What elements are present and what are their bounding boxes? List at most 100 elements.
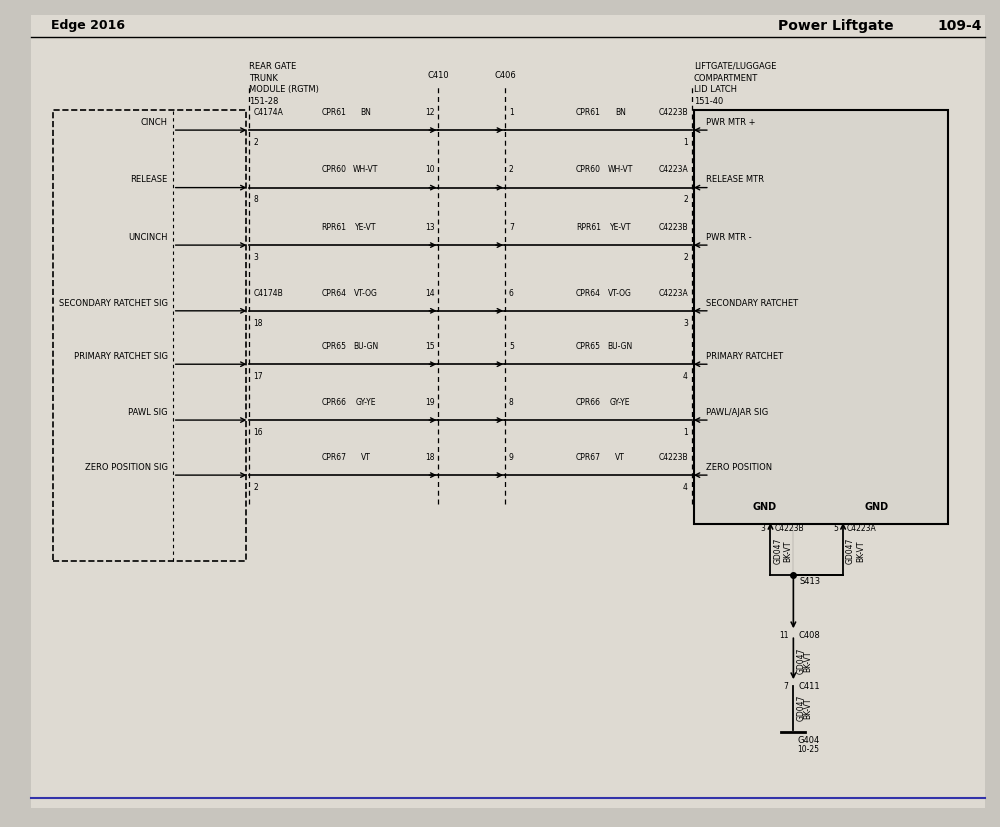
Text: 5: 5 [509,342,514,351]
Text: BK-VT: BK-VT [783,540,792,562]
Text: PWR MTR -: PWR MTR - [706,233,751,241]
Text: CPR60: CPR60 [576,165,601,174]
Text: 18: 18 [425,453,434,462]
Text: GY-YE: GY-YE [356,398,376,407]
Text: CPR65: CPR65 [321,342,346,351]
Text: RPR61: RPR61 [576,223,601,232]
Text: VT: VT [615,453,625,462]
Text: LIFTGATE/LUGGAGE
COMPARTMENT
LID LATCH
151-40: LIFTGATE/LUGGAGE COMPARTMENT LID LATCH 1… [694,62,776,107]
Text: C4223B: C4223B [774,524,804,533]
Text: 14: 14 [425,289,434,298]
Text: ZERO POSITION: ZERO POSITION [706,463,772,472]
Text: 2: 2 [253,483,258,492]
Text: PAWL SIG: PAWL SIG [128,408,168,417]
Text: BN: BN [360,108,371,117]
Text: 3: 3 [683,318,688,327]
Text: 2: 2 [683,253,688,262]
Text: GY-YE: GY-YE [610,398,631,407]
Text: C4174B: C4174B [253,289,283,298]
Text: 3: 3 [761,524,766,533]
Text: Power Liftgate: Power Liftgate [778,19,894,33]
Text: GND: GND [864,502,889,512]
Text: 2: 2 [509,165,514,174]
Text: PWR MTR +: PWR MTR + [706,117,755,127]
Text: C4223A: C4223A [847,524,877,533]
Text: PRIMARY RATCHET: PRIMARY RATCHET [706,352,783,361]
Text: 109-4: 109-4 [938,19,982,33]
Text: C4223B: C4223B [658,223,688,232]
Text: SECONDARY RATCHET: SECONDARY RATCHET [706,299,798,308]
Text: GND: GND [753,502,777,512]
Text: BK-VT: BK-VT [856,540,865,562]
Text: VT-OG: VT-OG [608,289,632,298]
Text: CPR64: CPR64 [321,289,346,298]
Text: Edge 2016: Edge 2016 [51,19,125,32]
Text: 7: 7 [509,223,514,232]
Text: WH-VT: WH-VT [353,165,378,174]
Text: RPR61: RPR61 [321,223,346,232]
Text: C4174A: C4174A [253,108,283,117]
Text: PRIMARY RATCHET SIG: PRIMARY RATCHET SIG [74,352,168,361]
Text: CPR60: CPR60 [321,165,346,174]
Text: GD047: GD047 [773,538,782,564]
Text: 17: 17 [253,372,263,381]
Text: C408: C408 [798,631,820,640]
Text: 9: 9 [509,453,514,462]
Text: BU-GN: BU-GN [353,342,378,351]
Text: RELEASE: RELEASE [131,175,168,184]
Text: PAWL/AJAR SIG: PAWL/AJAR SIG [706,408,768,417]
Text: 2: 2 [253,138,258,147]
Text: 13: 13 [425,223,434,232]
Text: RELEASE MTR: RELEASE MTR [706,175,764,184]
Text: CINCH: CINCH [141,117,168,127]
Text: 4: 4 [683,372,688,381]
Text: VT-OG: VT-OG [354,289,378,298]
Text: ZERO POSITION SIG: ZERO POSITION SIG [85,463,168,472]
Text: VT: VT [361,453,371,462]
Text: YE-VT: YE-VT [610,223,631,232]
Text: 15: 15 [425,342,434,351]
Text: 18: 18 [253,318,263,327]
Text: BK-VT: BK-VT [803,697,812,719]
Text: G404: G404 [797,735,820,744]
Text: CPR65: CPR65 [576,342,601,351]
Text: 7: 7 [784,682,788,691]
Bar [694,109,948,524]
Text: YE-VT: YE-VT [355,223,376,232]
Text: 8: 8 [509,398,514,407]
Text: WH-VT: WH-VT [608,165,633,174]
Text: BN: BN [615,108,626,117]
Bar [53,109,246,562]
Text: C4223B: C4223B [658,453,688,462]
Text: GD047: GD047 [796,695,805,721]
Text: 5: 5 [833,524,838,533]
Text: CPR67: CPR67 [576,453,601,462]
Text: C406: C406 [494,71,516,80]
Text: S413: S413 [799,577,820,586]
Text: 4: 4 [683,483,688,492]
Text: BK-VT: BK-VT [803,650,812,672]
Text: 1: 1 [683,138,688,147]
Text: CPR61: CPR61 [576,108,601,117]
Text: 10: 10 [425,165,434,174]
Text: C4223A: C4223A [658,289,688,298]
Text: 19: 19 [425,398,434,407]
Text: C4223A: C4223A [658,165,688,174]
Text: 10-25: 10-25 [797,745,819,754]
Text: 8: 8 [253,195,258,204]
Text: SECONDARY RATCHET SIG: SECONDARY RATCHET SIG [59,299,168,308]
Text: C4223B: C4223B [658,108,688,117]
Text: CPR66: CPR66 [321,398,346,407]
Text: CPR61: CPR61 [321,108,346,117]
Text: CPR64: CPR64 [576,289,601,298]
Text: REAR GATE
TRUNK
MODULE (RGTM)
151-28: REAR GATE TRUNK MODULE (RGTM) 151-28 [249,62,319,107]
Text: BU-GN: BU-GN [608,342,633,351]
Text: C410: C410 [428,71,449,80]
Text: 16: 16 [253,428,263,437]
Text: 3: 3 [253,253,258,262]
Text: 2: 2 [683,195,688,204]
Text: 1: 1 [683,428,688,437]
Text: 11: 11 [779,631,788,640]
Text: CPR67: CPR67 [321,453,346,462]
Text: GD047: GD047 [796,648,805,674]
